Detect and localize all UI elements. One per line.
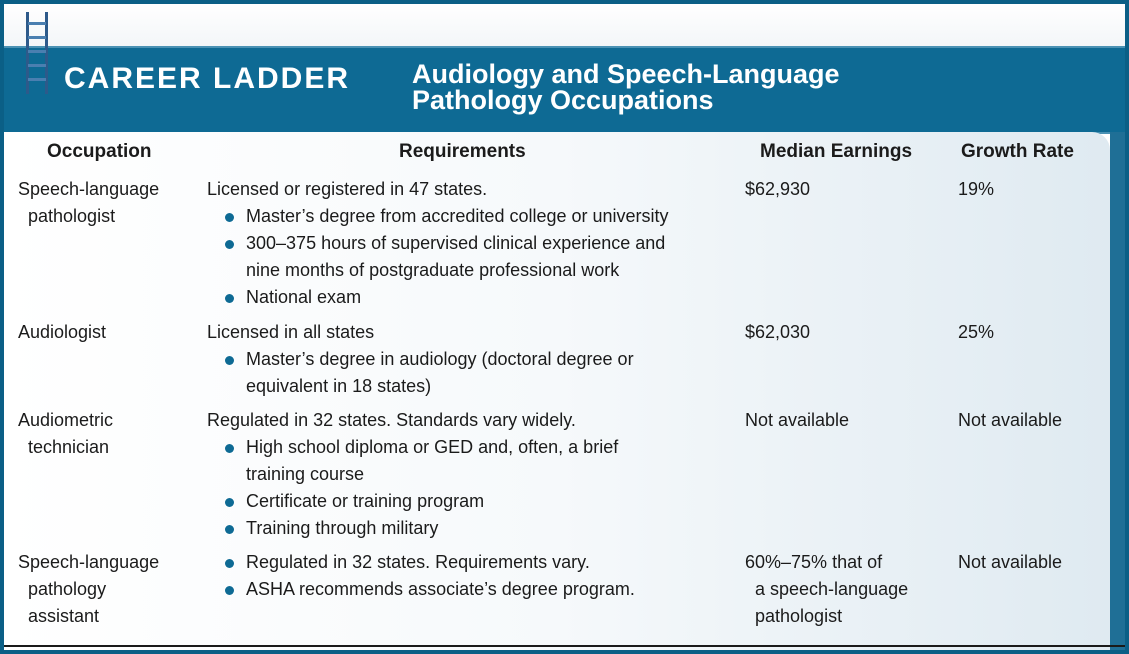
median-earnings-cell: Not available	[745, 407, 849, 434]
bullet-icon	[225, 240, 234, 249]
bullet-icon	[225, 525, 234, 534]
bullet-line: training course	[246, 464, 365, 484]
occupation-cell: Audiologist	[18, 319, 106, 346]
occupation-line: Audiologist	[18, 322, 107, 342]
occupation-cell: Audiometric technician	[18, 407, 113, 461]
bullet-icon	[225, 498, 234, 507]
requirement-bullet: High school diploma or GED and, often, a…	[207, 434, 618, 488]
bullet-icon	[225, 294, 234, 303]
occupation-line: Audiometric	[18, 410, 114, 430]
requirement-bullet: Training through military	[207, 515, 618, 542]
bullet-line: High school diploma or GED and, often, a…	[246, 437, 619, 457]
occupation-line: pathologist	[28, 206, 116, 226]
bullet-icon	[225, 586, 234, 595]
earnings-line: Not available	[745, 410, 850, 430]
bullet-icon	[225, 213, 234, 222]
page-title: Audiology and Speech-Language Pathology …	[412, 59, 840, 115]
brand-title: CAREER LADDER	[64, 62, 351, 95]
occupation-line: Speech-language	[18, 552, 160, 572]
requirement-bullet: Master’s degree in audiology (doctoral d…	[207, 346, 634, 400]
table-panel	[4, 132, 1110, 650]
occupation-line: Speech-language	[18, 179, 160, 199]
requirement-bullet: ASHA recommends associate’s degree progr…	[207, 576, 635, 603]
bullet-icon	[225, 444, 234, 453]
earnings-line: $62,930	[745, 179, 811, 199]
earnings-line: a speech-language	[755, 579, 909, 599]
bullet-line: equivalent in 18 states)	[246, 376, 432, 396]
bullet-line: Master’s degree from accredited college …	[246, 206, 669, 226]
growth-rate-cell: Not available	[958, 552, 1063, 572]
requirement-bullet: Master’s degree from accredited college …	[207, 203, 669, 230]
requirement-bullet: 300–375 hours of supervised clinical exp…	[207, 230, 669, 284]
earnings-line: pathologist	[755, 606, 843, 626]
column-header-growth-rate: Growth Rate	[961, 141, 1074, 162]
median-earnings-cell: $62,930	[745, 176, 810, 203]
median-earnings-cell: 60%–75% that of a speech-language patholog…	[745, 549, 908, 630]
career-ladder-frame: CAREER LADDER Audiology and Speech-Langu…	[4, 4, 1125, 650]
requirements-cell: Regulated in 32 states. Requirements var…	[207, 549, 635, 603]
growth-rate-cell: Not available	[958, 410, 1063, 430]
requirement-intro: Regulated in 32 states. Standards vary w…	[207, 410, 576, 430]
requirement-intro: Licensed or registered in 47 states.	[207, 179, 488, 199]
column-header-median-earnings: Median Earnings	[760, 141, 913, 162]
bullet-line: Training through military	[246, 518, 439, 538]
ladder-icon	[26, 12, 48, 94]
bullet-icon	[225, 559, 234, 568]
right-strip	[1110, 132, 1125, 650]
column-header-requirements: Requirements	[399, 141, 526, 162]
top-strip	[4, 4, 1125, 46]
occupation-line: pathology	[28, 579, 107, 599]
occupation-cell: Speech-language pathology assistant	[18, 549, 159, 630]
requirements-cell: Licensed or registered in 47 states. Mast…	[207, 176, 669, 311]
occupation-cell: Speech-language pathologist	[18, 176, 159, 230]
median-earnings-cell: $62,030	[745, 319, 810, 346]
bullet-line: 300–375 hours of supervised clinical exp…	[246, 233, 666, 253]
requirements-cell: Regulated in 32 states. Standards vary w…	[207, 407, 618, 542]
column-header-occupation: Occupation	[47, 141, 152, 162]
growth-rate-cell: 25%	[958, 322, 995, 342]
requirements-cell: Licensed in all states Master’s degree in…	[207, 319, 634, 400]
occupation-line: assistant	[28, 606, 100, 626]
bottom-rule	[4, 645, 1125, 647]
bullet-line: nine months of postgraduate professional…	[246, 260, 620, 280]
requirement-intro: Licensed in all states	[207, 322, 375, 342]
title-banner	[4, 46, 1125, 134]
bullet-line: ASHA recommends associate’s degree progr…	[246, 579, 635, 599]
bullet-line: Regulated in 32 states. Requirements var…	[246, 552, 590, 572]
growth-rate-cell: 19%	[958, 179, 995, 199]
earnings-line: 60%–75% that of	[745, 552, 883, 572]
requirement-bullet: Certificate or training program	[207, 488, 618, 515]
requirement-bullet: Regulated in 32 states. Requirements var…	[207, 549, 635, 576]
bullet-icon	[225, 356, 234, 365]
earnings-line: $62,030	[745, 322, 811, 342]
requirement-bullet: National exam	[207, 284, 669, 311]
bullet-line: Master’s degree in audiology (doctoral d…	[246, 349, 634, 369]
bullet-line: Certificate or training program	[246, 491, 485, 511]
occupation-line: technician	[28, 437, 110, 457]
bullet-line: National exam	[246, 287, 362, 307]
